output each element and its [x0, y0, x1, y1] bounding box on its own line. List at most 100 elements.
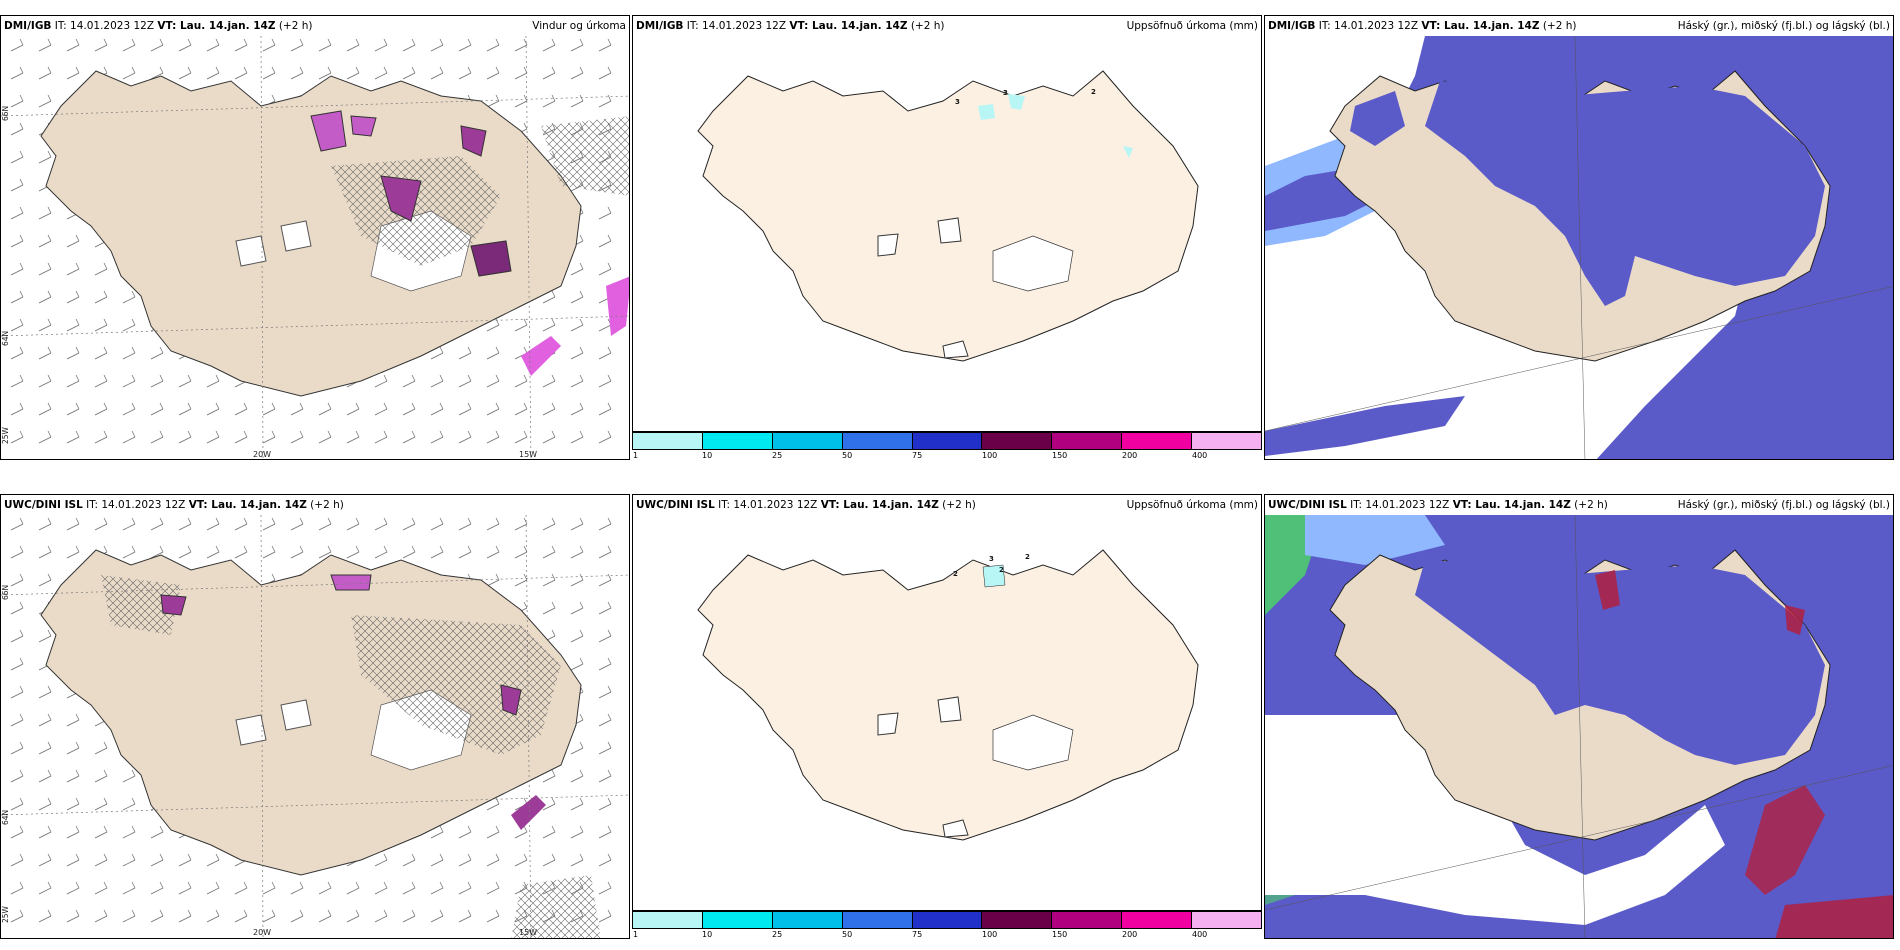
colorbar-labels: 1 10 25 50 75 100 150 200 400	[632, 451, 1262, 463]
precip-value: 2	[1025, 553, 1030, 561]
lat-label-64n: 64N	[1, 330, 10, 346]
colorbar-label: 50	[842, 930, 853, 939]
colorbar-segment	[1122, 912, 1193, 928]
colorbar-segment	[633, 912, 703, 928]
glacier	[937, 217, 962, 244]
panel-title: Uppsöfnuð úrkoma (mm)	[1126, 20, 1258, 32]
colorbar-label: 200	[1122, 451, 1138, 460]
precip-patch	[380, 175, 422, 222]
precip-patch	[310, 110, 347, 152]
map-area	[1265, 36, 1893, 459]
valid-time: VT: Lau. 14.jan. 14Z	[820, 499, 939, 511]
lon-label-20w: 20W	[253, 928, 272, 937]
wind-precip-panel-dmi: DMI/IGB IT: 14.01.2023 12Z VT: Lau. 14.j…	[0, 15, 630, 460]
colorbar-label: 150	[1052, 930, 1068, 939]
colorbar-segment	[982, 433, 1053, 449]
colorbar-label: 1	[633, 930, 639, 939]
wind-precip-panel-uwc: UWC/DINI ISL IT: 14.01.2023 12Z VT: Lau.…	[0, 494, 630, 939]
hatch-area	[331, 156, 501, 266]
colorbar-label: 1	[633, 451, 639, 460]
panel-header: DMI/IGB IT: 14.01.2023 12Z VT: Lau. 14.j…	[1, 16, 629, 36]
precip-value: 2	[999, 566, 1004, 574]
hatch-area	[351, 615, 561, 755]
colorbar-label: 200	[1122, 930, 1138, 939]
precip-patch	[982, 564, 1006, 588]
colorbar-label: 50	[842, 451, 853, 460]
colorbar-labels: 1 10 25 50 75 100 150 200 400	[632, 930, 1262, 942]
colorbar-segment	[633, 433, 703, 449]
init-time: IT: 14.01.2023 12Z	[1350, 499, 1450, 511]
precip-colorbar	[632, 911, 1262, 929]
init-time: IT: 14.01.2023 12Z	[1318, 20, 1419, 32]
init-time: IT: 14.01.2023 12Z	[86, 499, 186, 511]
colorbar-segment	[772, 912, 843, 928]
precip-patch	[521, 336, 561, 376]
low-cloud-over-land	[1425, 81, 1825, 306]
lead-time: (+2 h)	[310, 499, 344, 511]
init-time: IT: 14.01.2023 12Z	[686, 20, 787, 32]
model-name: UWC/DINI ISL	[1268, 499, 1347, 511]
clear-area	[1265, 715, 1725, 925]
panel-header: DMI/IGB IT: 14.01.2023 12Z VT: Lau. 14.j…	[633, 16, 1261, 36]
glacier	[992, 714, 1074, 771]
valid-time: VT: Lau. 14.jan. 14Z	[157, 20, 276, 32]
glacier	[235, 714, 267, 746]
init-time: IT: 14.01.2023 12Z	[54, 20, 155, 32]
colorbar-label: 10	[702, 451, 713, 460]
colorbar-segment	[982, 912, 1053, 928]
valid-time: VT: Lau. 14.jan. 14Z	[188, 499, 307, 511]
colorbar-label: 10	[702, 930, 713, 939]
cloud-panel-dmi: DMI/IGB IT: 14.01.2023 12Z VT: Lau. 14.j…	[1264, 15, 1894, 460]
precip-patch	[350, 115, 377, 137]
precip-patch	[1123, 146, 1133, 158]
lon-label-20w: 20W	[253, 450, 272, 459]
panel-title: Uppsöfnuð úrkoma (mm)	[1126, 499, 1258, 511]
colorbar-label: 100	[982, 451, 998, 460]
panel-title: Háský (gr.), miðský (fj.bl.) og lágský (…	[1677, 20, 1890, 32]
glacier	[235, 235, 267, 267]
colorbar-segment	[1052, 433, 1123, 449]
colorbar-label: 400	[1192, 930, 1208, 939]
accum-precip-panel-dmi: DMI/IGB IT: 14.01.2023 12Z VT: Lau. 14.j…	[632, 15, 1262, 432]
glacier	[877, 233, 899, 257]
precip-colorbar	[632, 432, 1262, 450]
model-name: UWC/DINI ISL	[4, 499, 83, 511]
colorbar-segment	[772, 433, 843, 449]
lat-label-66n: 66N	[1, 105, 10, 121]
lead-time: (+2 h)	[278, 20, 313, 32]
colorbar-segment	[702, 912, 773, 928]
glacier	[992, 235, 1074, 292]
high-cloud-area	[1785, 605, 1805, 635]
glacier	[942, 340, 969, 359]
valid-time: VT: Lau. 14.jan. 14Z	[1452, 499, 1571, 511]
precip-patch	[460, 125, 487, 157]
precip-value: 3	[955, 98, 960, 106]
model-name: DMI/IGB	[4, 20, 52, 32]
lead-time: (+2 h)	[1574, 499, 1608, 511]
colorbar-label: 100	[982, 930, 998, 939]
precip-patch	[978, 104, 995, 120]
precip-patch	[500, 684, 522, 716]
colorbar-segment	[1192, 433, 1262, 449]
panel-header: UWC/DINI ISL IT: 14.01.2023 12Z VT: Lau.…	[633, 495, 1261, 515]
hatch-area	[541, 116, 629, 196]
high-cloud-area	[1745, 785, 1825, 895]
precip-value: 3	[1003, 89, 1008, 97]
colorbar-label: 400	[1192, 451, 1208, 460]
colorbar-segment	[1052, 912, 1123, 928]
glacier	[280, 699, 312, 731]
panel-title: Háský (gr.), miðský (fj.bl.) og lágský (…	[1677, 499, 1890, 511]
precip-patch	[1008, 94, 1025, 110]
colorbar-segment	[842, 912, 913, 928]
map-area	[633, 515, 1261, 910]
glacier	[877, 712, 899, 736]
lead-time: (+2 h)	[910, 20, 945, 32]
panel-header: DMI/IGB IT: 14.01.2023 12Z VT: Lau. 14.j…	[1265, 16, 1893, 36]
precip-value: 3	[989, 555, 994, 563]
map-area	[1265, 515, 1893, 938]
precip-patch	[606, 276, 629, 336]
map-area	[1, 515, 629, 938]
accum-precip-panel-uwc: UWC/DINI ISL IT: 14.01.2023 12Z VT: Lau.…	[632, 494, 1262, 911]
cloud-panel-uwc: UWC/DINI ISL IT: 14.01.2023 12Z VT: Lau.…	[1264, 494, 1894, 939]
iceland-land	[697, 70, 1199, 362]
